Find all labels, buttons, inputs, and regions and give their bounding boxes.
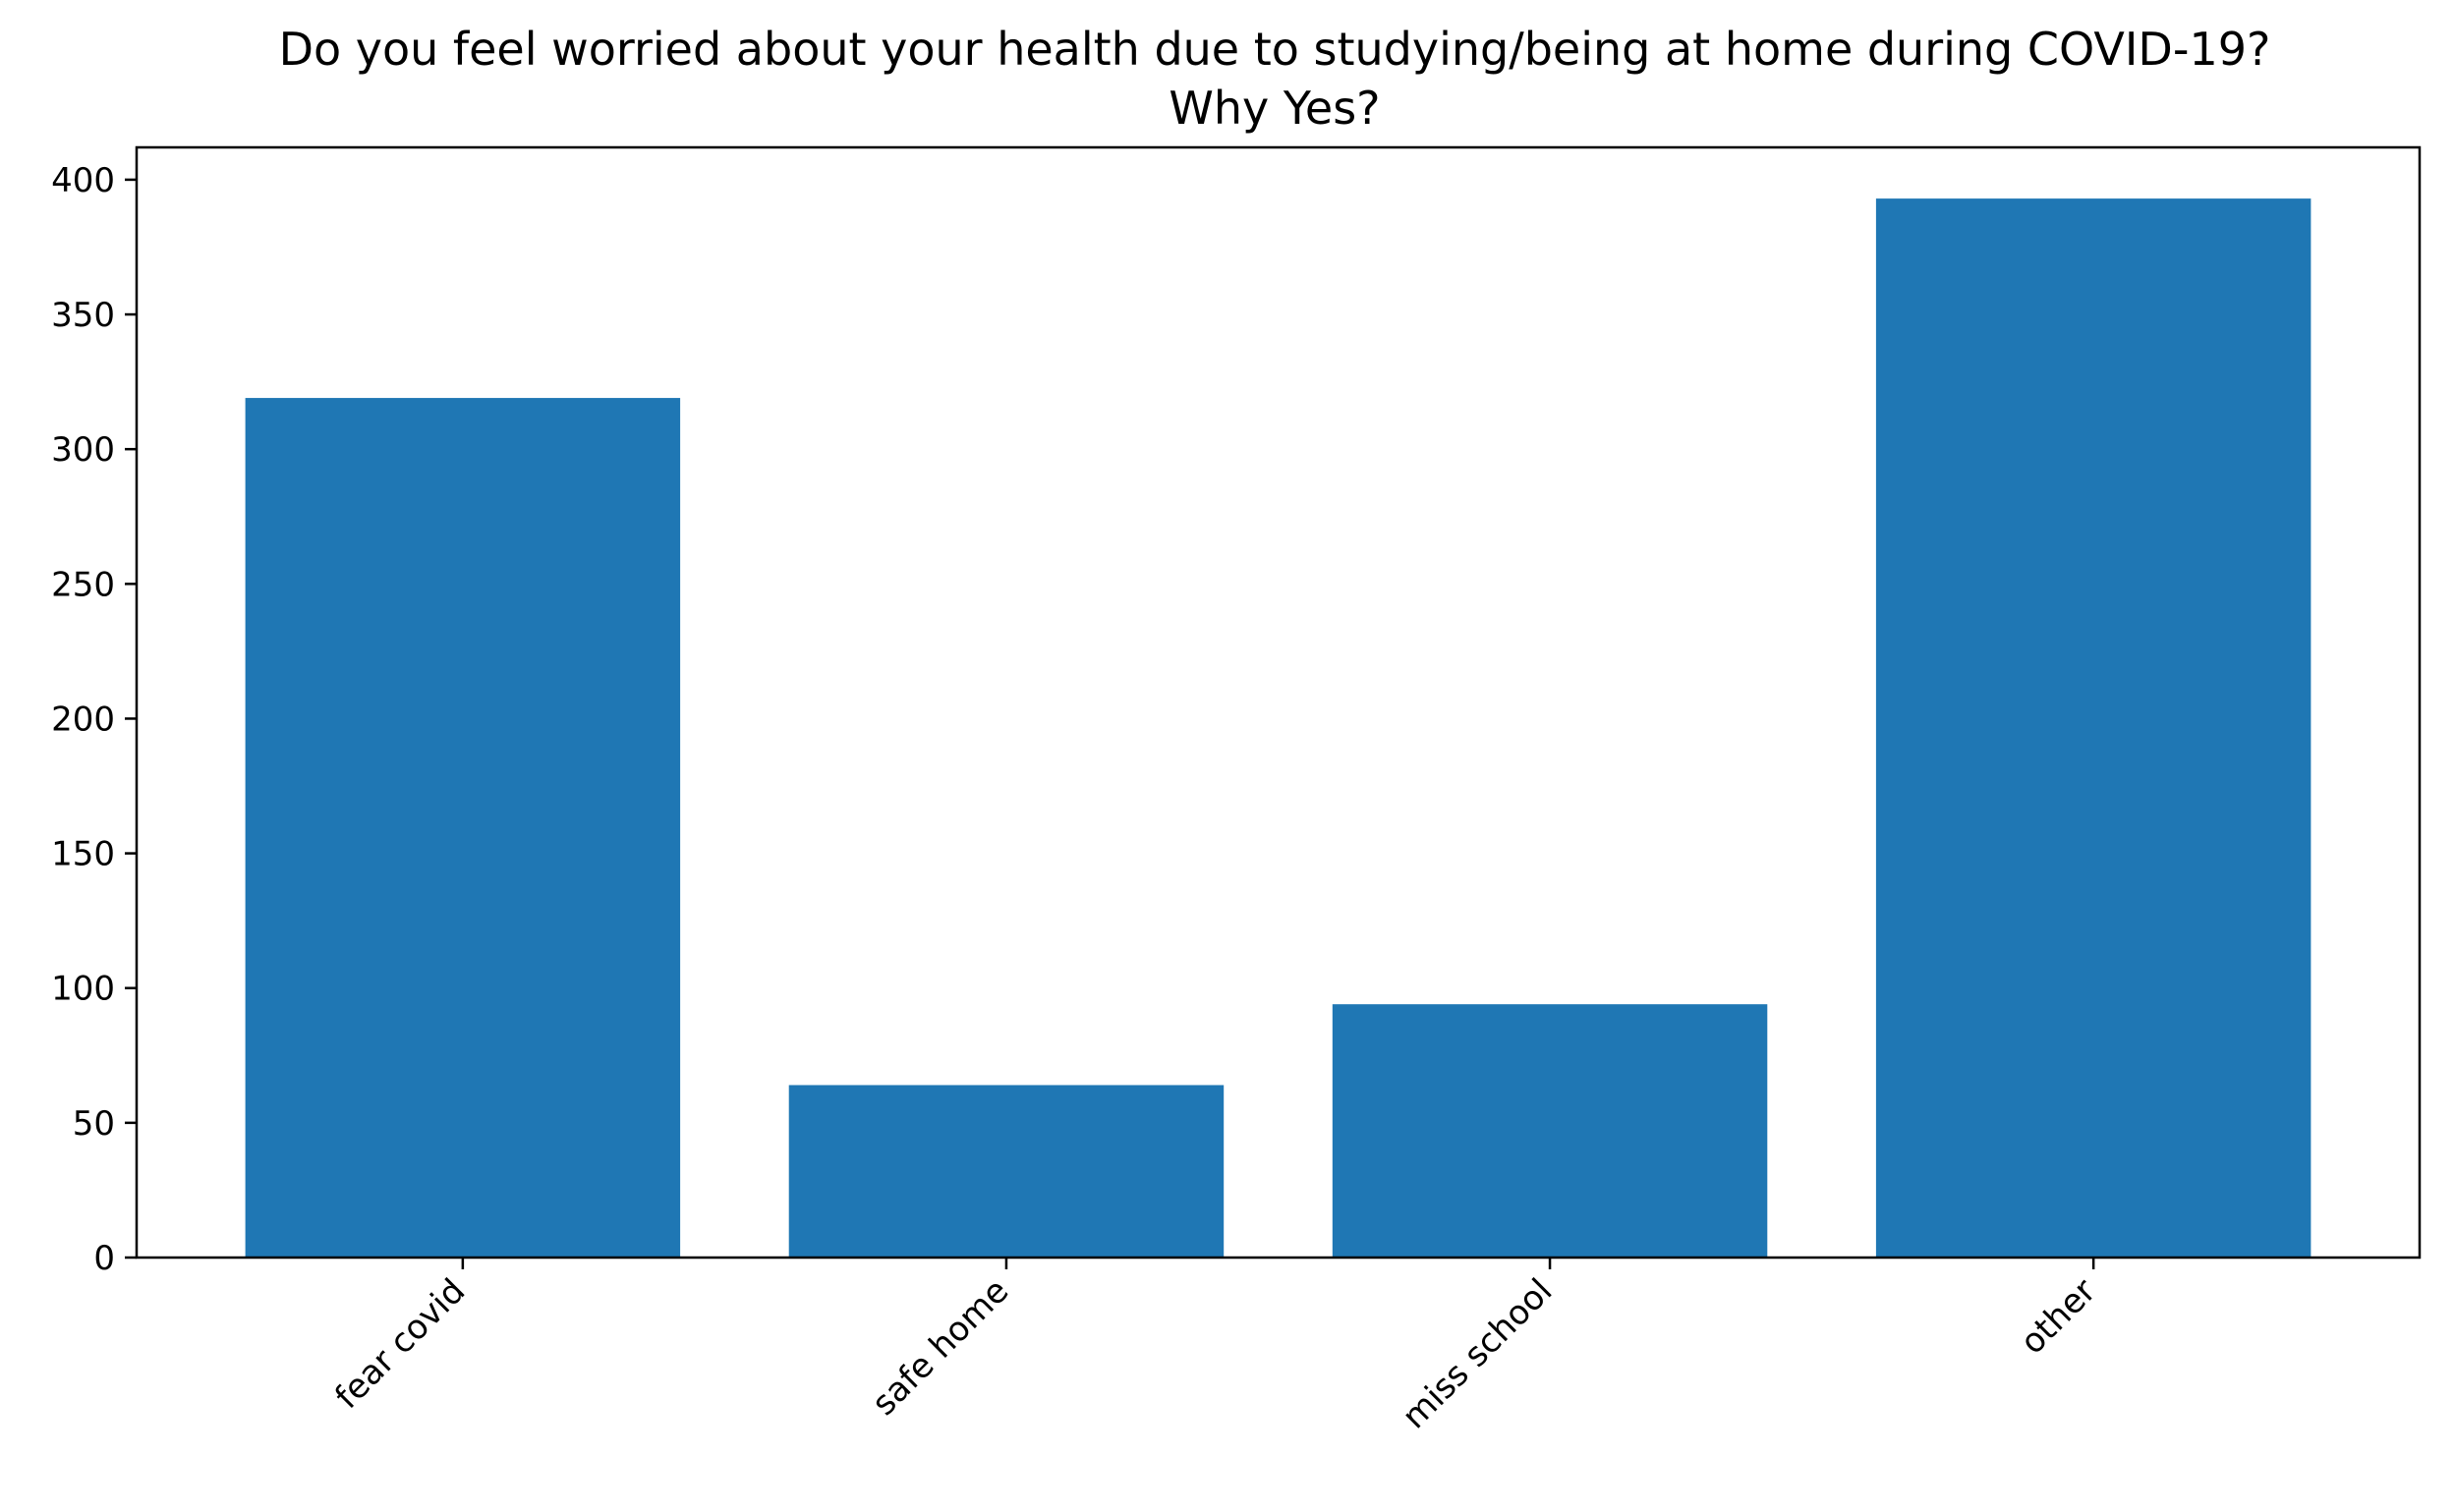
y-tick-label-50: 50 [73,1104,115,1144]
y-tick-label-200: 200 [51,700,115,739]
chart-title-line-1: Do you feel worried about your health du… [279,23,2271,76]
bar-other [1875,198,2311,1259]
x-axis: fear covid safe home miss school other [327,1258,2104,1436]
y-tick-label-150: 150 [51,835,115,874]
y-tick-label-400: 400 [51,161,115,200]
y-tick-label-100: 100 [51,970,115,1009]
x-tick-label-fear-covid: fear covid [327,1271,473,1417]
bars [245,198,2311,1259]
y-tick-label-350: 350 [51,296,115,335]
plot-frame [135,145,2422,1260]
y-axis: 0 50 100 150 200 250 300 350 400 [51,161,137,1278]
y-tick-label-0: 0 [93,1239,115,1278]
y-tick-label-300: 300 [51,430,115,470]
y-tick-label-250: 250 [51,565,115,604]
x-tick-label-miss-school: miss school [1395,1271,1560,1436]
chart-title-line-2: Why Yes? [1169,82,1380,135]
bar-miss-school [1332,1004,1768,1258]
x-tick-label-other: other [2013,1271,2103,1362]
bar-safe-home [788,1085,1225,1258]
x-tick-label-safe-home: safe home [865,1271,1017,1424]
bar-fear-covid [245,398,681,1258]
chart-title: Do you feel worried about your health du… [279,23,2271,135]
